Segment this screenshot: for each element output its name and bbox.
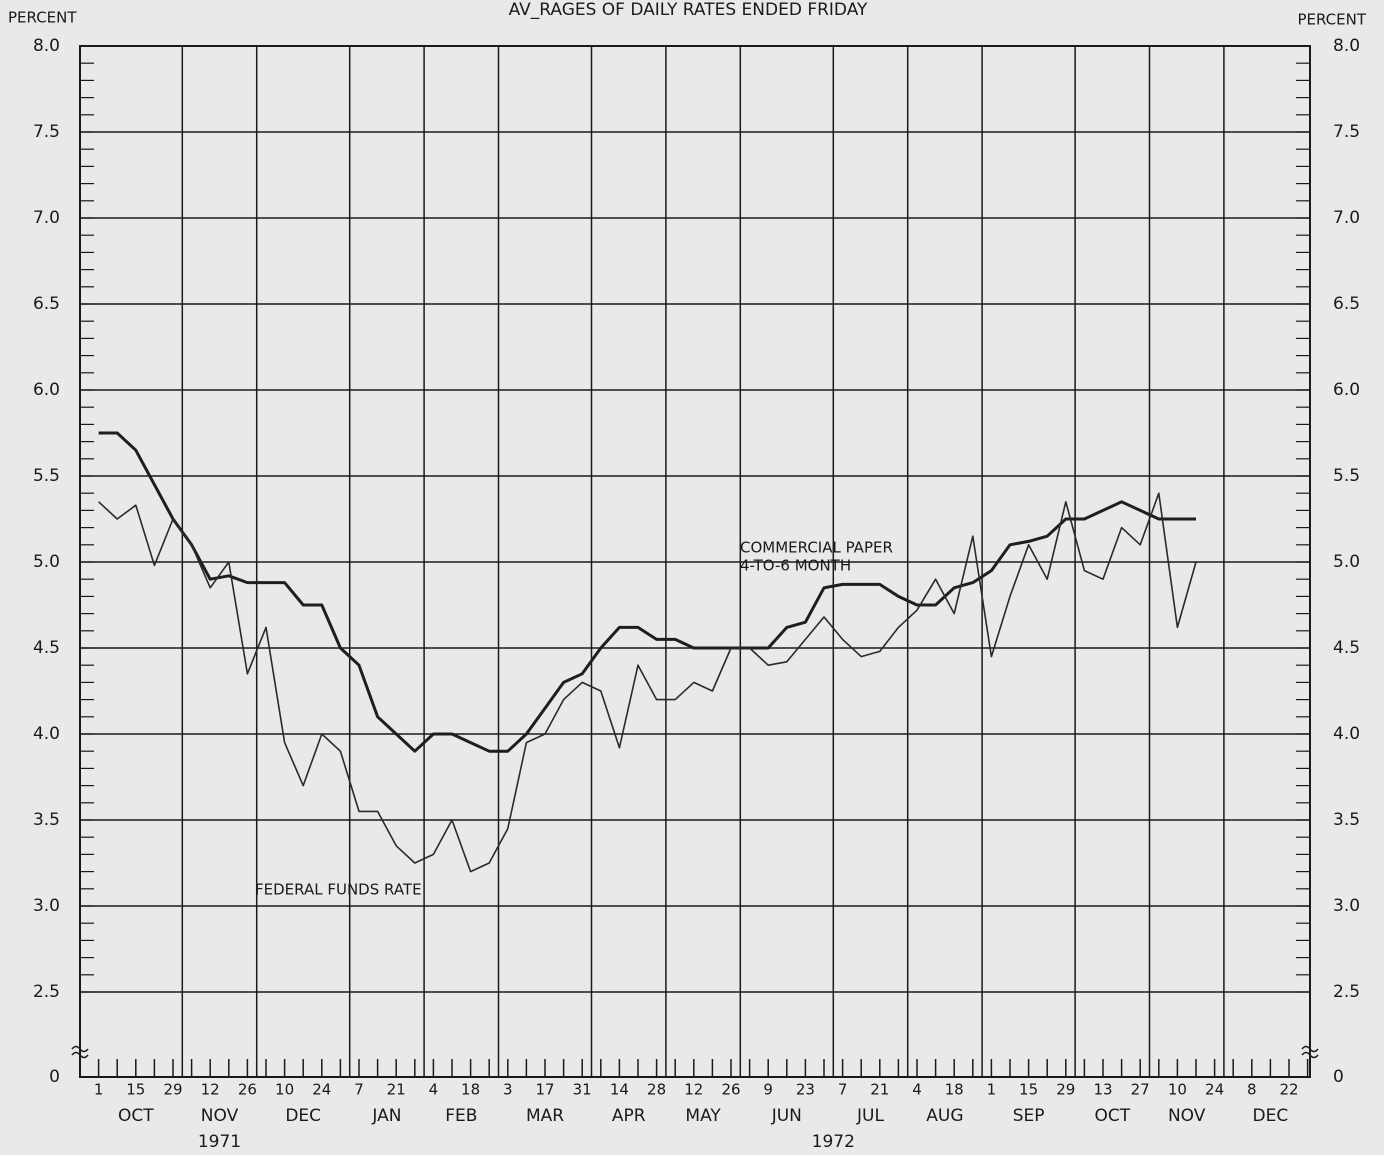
x-tick-label: 26 <box>238 1081 257 1099</box>
y-tick-label: 6.5 <box>33 294 60 314</box>
y-tick-label: 3.5 <box>33 810 60 830</box>
month-label: FEB <box>445 1106 477 1126</box>
x-tick-label: 26 <box>721 1081 740 1099</box>
y2-tick-label: 7.5 <box>1333 122 1360 142</box>
x-tick-label: 18 <box>945 1081 964 1099</box>
x-tick-label: 15 <box>126 1081 145 1099</box>
x-tick-label: 28 <box>647 1081 666 1099</box>
y-tick-label: 7.5 <box>33 122 60 142</box>
month-label: OCT <box>118 1106 154 1126</box>
x-tick-label: 1 <box>987 1081 997 1099</box>
x-tick-label: 18 <box>461 1081 480 1099</box>
y-tick-label: 4.0 <box>33 724 60 744</box>
month-label: DEC <box>285 1106 321 1126</box>
axis-break <box>71 1045 89 1053</box>
chart-title: AV_RAGES OF DAILY RATES ENDED FRIDAY <box>509 0 868 20</box>
month-label: SEP <box>1013 1106 1045 1126</box>
series-label: 4-TO-6 MONTH <box>740 557 851 575</box>
x-tick-label: 23 <box>796 1081 815 1099</box>
x-tick-label: 7 <box>838 1081 848 1099</box>
y2-tick-label: 3.0 <box>1333 896 1360 916</box>
y-tick-label: 4.5 <box>33 638 60 658</box>
x-tick-label: 21 <box>387 1081 406 1099</box>
month-label: JUL <box>856 1106 884 1126</box>
x-tick-label: 3 <box>503 1081 513 1099</box>
axis-break <box>1301 1045 1319 1053</box>
y2-tick-label: 2.5 <box>1333 982 1360 1002</box>
y2-tick-label: 6.5 <box>1333 294 1360 314</box>
x-tick-label: 14 <box>610 1081 629 1099</box>
y2-tick-label: 5.5 <box>1333 466 1360 486</box>
x-tick-label: 10 <box>1168 1081 1187 1099</box>
x-tick-label: 24 <box>312 1081 331 1099</box>
month-label: MAY <box>685 1106 721 1126</box>
x-tick-label: 1 <box>94 1081 104 1099</box>
x-tick-label: 13 <box>1093 1081 1112 1099</box>
y-tick-label: 8.0 <box>33 36 60 56</box>
series-line <box>98 431 1196 753</box>
x-tick-label: 29 <box>1056 1081 1075 1099</box>
y2-tick-label: 7.0 <box>1333 208 1360 228</box>
y-tick-label: 5.5 <box>33 466 60 486</box>
axis-break <box>71 1051 89 1059</box>
y-tick-label: 2.5 <box>33 982 60 1002</box>
x-tick-label: 12 <box>201 1081 220 1099</box>
month-label: APR <box>612 1106 646 1126</box>
y2-tick-label: 0 <box>1333 1067 1344 1087</box>
y2-tick-label: 4.0 <box>1333 724 1360 744</box>
y-tick-label: 7.0 <box>33 208 60 228</box>
x-tick-label: 8 <box>1247 1081 1257 1099</box>
month-label: MAR <box>526 1106 564 1126</box>
x-tick-label: 4 <box>429 1081 439 1099</box>
x-tick-label: 22 <box>1279 1081 1298 1099</box>
month-label: NOV <box>201 1106 239 1126</box>
y2-tick-label: 6.0 <box>1333 380 1360 400</box>
x-tick-label: 24 <box>1205 1081 1224 1099</box>
year-label: 1971 <box>198 1132 241 1152</box>
month-label: OCT <box>1094 1106 1130 1126</box>
x-tick-label: 31 <box>573 1081 592 1099</box>
series-label: FEDERAL FUNDS RATE <box>255 881 422 899</box>
month-label: JAN <box>371 1106 401 1126</box>
x-tick-label: 4 <box>912 1081 922 1099</box>
y-tick-label: 6.0 <box>33 380 60 400</box>
x-tick-label: 27 <box>1131 1081 1150 1099</box>
x-tick-label: 10 <box>275 1081 294 1099</box>
y-tick-label: 0 <box>49 1067 60 1087</box>
month-label: DEC <box>1253 1106 1289 1126</box>
x-tick-label: 17 <box>535 1081 554 1099</box>
y-tick-label: 5.0 <box>33 552 60 572</box>
series-line <box>98 492 1197 873</box>
month-label: NOV <box>1168 1106 1206 1126</box>
x-tick-label: 12 <box>684 1081 703 1099</box>
x-tick-label: 7 <box>354 1081 364 1099</box>
y2-tick-label: 4.5 <box>1333 638 1360 658</box>
y2-axis-label: PERCENT <box>1297 11 1366 29</box>
x-tick-label: 9 <box>763 1081 773 1099</box>
month-label: AUG <box>926 1106 963 1126</box>
year-label: 1972 <box>812 1132 855 1152</box>
month-label: JUN <box>771 1106 802 1126</box>
x-tick-label: 29 <box>163 1081 182 1099</box>
y2-tick-label: 5.0 <box>1333 552 1360 572</box>
y2-tick-label: 3.5 <box>1333 810 1360 830</box>
y2-tick-label: 8.0 <box>1333 36 1360 56</box>
y-tick-label: 3.0 <box>33 896 60 916</box>
axis-break <box>1301 1051 1319 1059</box>
x-tick-label: 21 <box>870 1081 889 1099</box>
y-axis-label: PERCENT <box>8 9 77 27</box>
x-tick-label: 15 <box>1019 1081 1038 1099</box>
series-label: COMMERCIAL PAPER <box>740 539 893 557</box>
